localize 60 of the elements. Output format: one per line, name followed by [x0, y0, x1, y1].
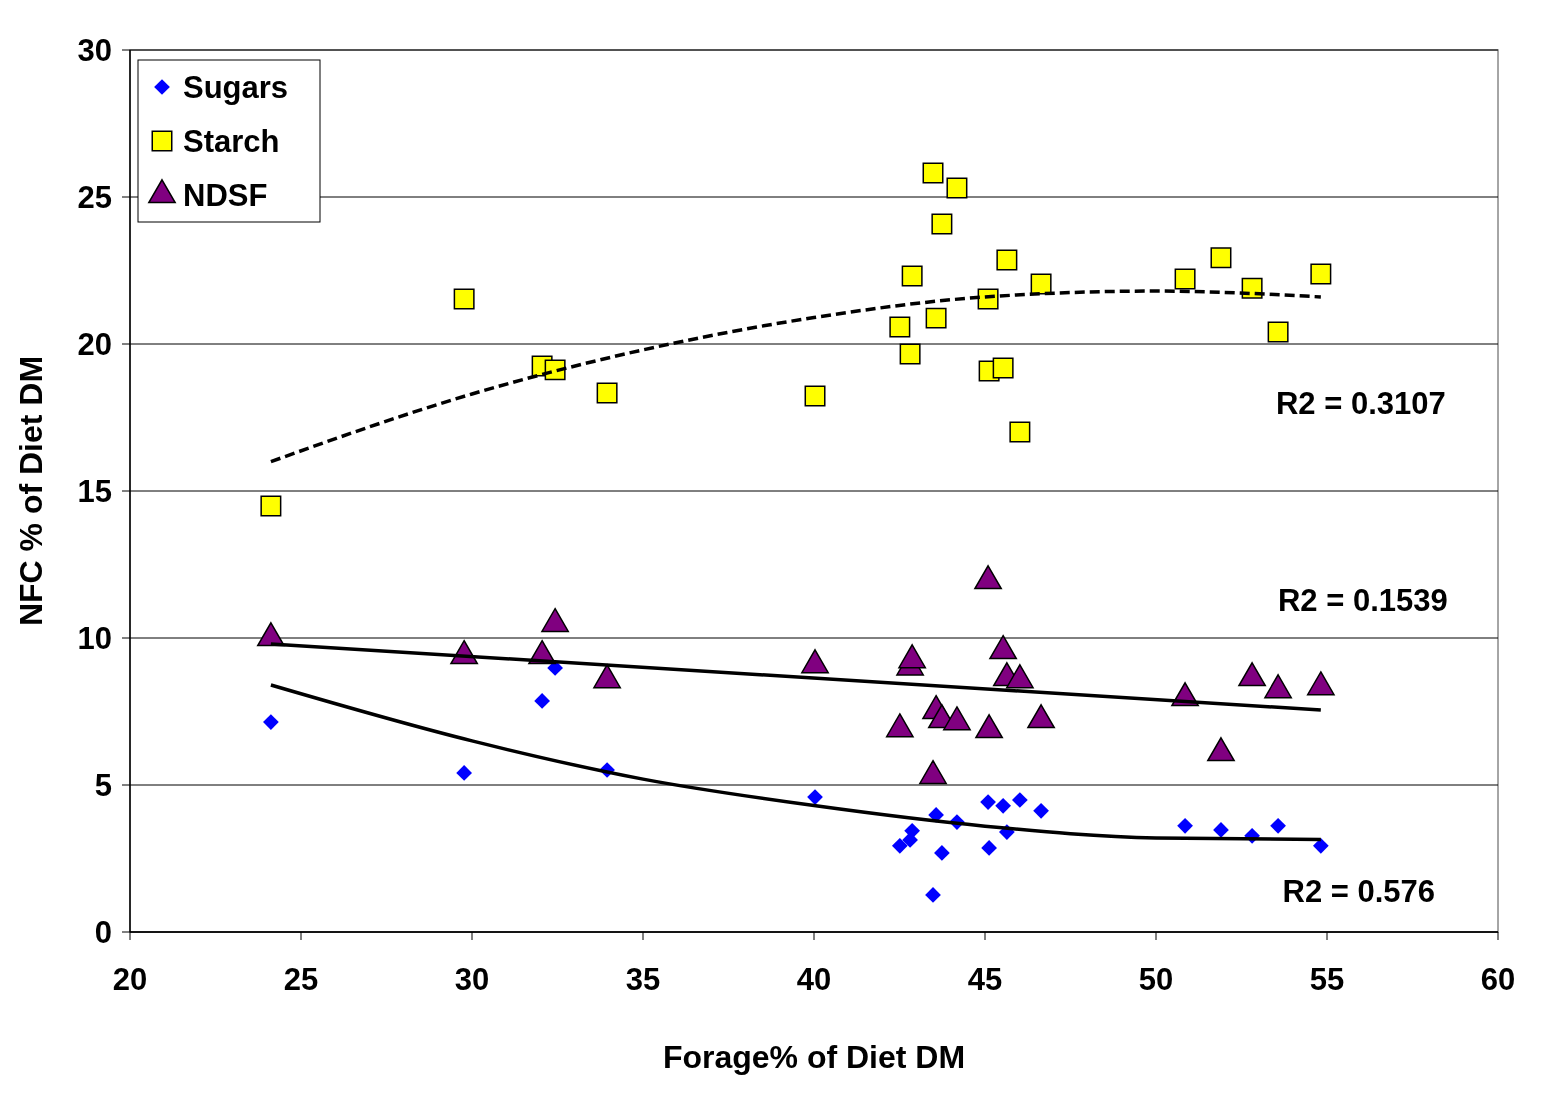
x-tick-label: 40: [796, 962, 832, 997]
point: [1030, 273, 1052, 295]
point: [899, 343, 921, 365]
point: [804, 385, 826, 407]
point: [925, 307, 947, 329]
point: [934, 845, 950, 861]
point: [1009, 421, 1031, 443]
point: [901, 265, 923, 287]
point: [456, 765, 472, 781]
point: [1012, 792, 1028, 808]
x-tick-label: 30: [454, 962, 490, 997]
point: [260, 495, 282, 517]
point: [1177, 818, 1193, 834]
point: [1210, 247, 1232, 269]
y-tick-label: 15: [77, 473, 112, 509]
point: [889, 316, 911, 338]
point: [996, 249, 1018, 271]
x-tick-label: 35: [625, 962, 661, 997]
point: [977, 288, 999, 310]
point: [596, 382, 618, 404]
y-tick-label: 20: [77, 326, 112, 362]
legend-label: Sugars: [183, 69, 289, 105]
point: [263, 714, 279, 730]
point: [534, 693, 550, 709]
point: [904, 823, 921, 839]
x-tick-label: 50: [1138, 962, 1174, 997]
point: [946, 177, 968, 199]
point: [1312, 837, 1329, 854]
legend-label: Starch: [183, 123, 280, 159]
point: [931, 213, 953, 235]
x-tick-label: 45: [967, 962, 1003, 997]
annotation: R2 = 0.3107: [1275, 385, 1446, 421]
point: [1310, 263, 1332, 285]
y-tick-label: 5: [94, 767, 112, 803]
x-tick-label: 60: [1480, 962, 1516, 997]
point: [453, 288, 475, 310]
point: [995, 798, 1011, 814]
x-tick-label: 55: [1309, 962, 1345, 997]
x-axis-title: Forage% of Diet DM: [662, 1039, 966, 1075]
point: [981, 840, 997, 856]
y-tick-label: 10: [77, 620, 112, 656]
point: [980, 794, 996, 810]
point: [992, 357, 1014, 379]
point: [1033, 803, 1049, 819]
point: [1174, 268, 1196, 290]
annotation: R2 = 0.576: [1282, 874, 1436, 910]
y-tick-label: 30: [77, 32, 112, 68]
x-tick-label: 25: [283, 962, 319, 997]
y-tick-label: 0: [94, 914, 112, 950]
annotation: R2 = 0.1539: [1277, 582, 1448, 618]
y-tick-label: 25: [77, 179, 112, 215]
y-axis-title: NFC % of Diet DM: [13, 355, 49, 627]
point: [1267, 321, 1289, 343]
point: [1213, 822, 1229, 838]
legend-label: NDSF: [183, 177, 268, 213]
point: [891, 837, 908, 854]
point: [922, 162, 944, 184]
point: [807, 789, 823, 805]
point: [1270, 818, 1286, 834]
point: [925, 887, 941, 903]
